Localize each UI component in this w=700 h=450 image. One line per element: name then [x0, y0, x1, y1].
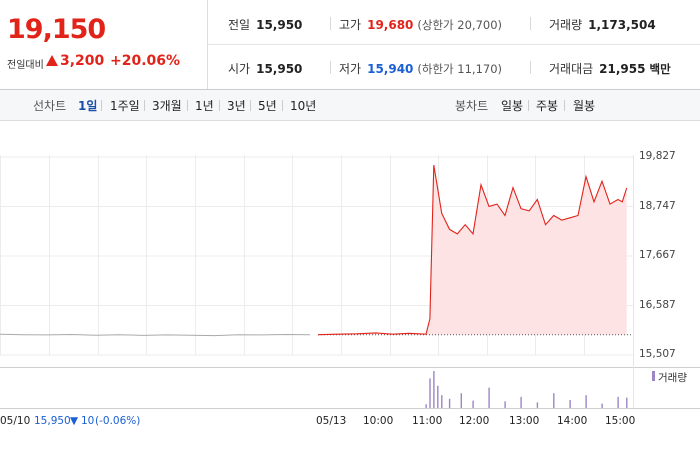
x-tick-label: 11:00 [412, 415, 443, 427]
period-3y-button[interactable]: 3년 [227, 99, 246, 113]
volume-bar [585, 395, 587, 408]
series-line-today [317, 165, 628, 336]
period-1w-button[interactable]: 1주일 [110, 99, 140, 113]
x-tick-label: 14:00 [557, 415, 588, 427]
volume-bar [472, 400, 474, 408]
y-tick-label: 18,747 [639, 199, 676, 212]
volume-bar [617, 396, 619, 408]
price-chart [0, 155, 700, 409]
y-tick-label: 16,587 [639, 298, 676, 311]
quote-header: 19,150 전일대비 3,200 +20.06% 전일 15,950 고가 19,… [0, 0, 700, 90]
volume-bar [429, 378, 431, 408]
volume-legend-swatch [652, 371, 655, 381]
change-label: 전일대비 [7, 60, 44, 71]
volume-bar [441, 395, 443, 408]
volume-bar [601, 403, 603, 408]
header-bottom-border [0, 89, 700, 90]
candle-weekly-button[interactable]: 주봉 [536, 99, 559, 113]
x-tick-label: 10:00 [363, 415, 394, 427]
prev-day-close: 15,950 [34, 415, 71, 427]
divider [530, 61, 531, 74]
prev-day-change-pct: (-0.06%) [95, 415, 141, 427]
divider [101, 100, 102, 111]
volume-bar [425, 404, 427, 408]
stat-low: 저가 15,940 (하한가 11,170) [339, 62, 503, 76]
volume-legend-label: 거래량 [658, 372, 687, 384]
volume-bar [626, 397, 628, 408]
divider [564, 100, 565, 111]
volume-bar [460, 393, 462, 408]
x-tick-label: 05/13 [316, 415, 347, 427]
current-price: 19,150 [7, 14, 106, 45]
volume-bar [504, 401, 506, 408]
stats-row-divider [208, 44, 700, 45]
divider [528, 100, 529, 111]
series-area-today [318, 165, 627, 335]
prev-day-down-arrow-icon: ▼ [70, 415, 79, 427]
x-tick-label: 12:00 [459, 415, 490, 427]
x-tick-label: 15:00 [605, 415, 636, 427]
stat-volume: 거래량 1,173,504 [549, 18, 656, 32]
volume-bar [569, 399, 571, 408]
stat-high: 고가 19,680 (상한가 20,700) [339, 18, 503, 32]
divider [219, 100, 220, 111]
volume-bar [488, 387, 490, 408]
divider [144, 100, 145, 111]
series-line-prev-day [0, 333, 311, 337]
period-3m-button[interactable]: 3개월 [152, 99, 182, 113]
volume-bar [433, 371, 435, 408]
y-tick-label: 15,507 [639, 348, 676, 360]
up-triangle-icon [46, 55, 58, 66]
candle-chart-label: 봉차트 [455, 99, 489, 113]
change-value: 3,200 [60, 53, 105, 69]
stat-open: 시가 15,950 [228, 62, 303, 76]
price-area [318, 165, 627, 335]
y-tick-label: 19,827 [639, 150, 676, 162]
x-tick-label: 05/10 [0, 415, 31, 427]
x-tick-label: 13:00 [509, 415, 540, 427]
price-box: 19,150 전일대비 3,200 +20.06% [0, 0, 208, 89]
period-selector: 선차트 1일 1주일 3개월 1년 3년 5년 10년 봉차트 일봉 주봉 월봉 [0, 90, 700, 121]
prev-day-change: 10 [81, 415, 95, 427]
volume-bars [425, 371, 628, 409]
period-5y-button[interactable]: 5년 [258, 99, 277, 113]
divider [250, 100, 251, 111]
price-lines [0, 165, 631, 337]
stat-amount: 거래대금 21,955 백만 [549, 62, 671, 76]
volume-bar [520, 396, 522, 408]
y-tick-label: 17,667 [639, 249, 676, 261]
candle-monthly-button[interactable]: 월봉 [573, 99, 596, 113]
stat-prev-close: 전일 15,950 [228, 18, 303, 32]
divider [330, 61, 331, 74]
volume-bar [448, 398, 451, 409]
volume-bar [536, 402, 539, 408]
divider [530, 17, 531, 30]
period-10y-button[interactable]: 10년 [290, 99, 317, 113]
volume-bar [437, 385, 439, 408]
change-percent: +20.06% [110, 53, 181, 69]
line-chart-label: 선차트 [33, 99, 67, 113]
volume-bar [553, 393, 555, 408]
candle-daily-button[interactable]: 일봉 [501, 99, 524, 113]
period-1y-button[interactable]: 1년 [195, 99, 214, 113]
period-1d-button[interactable]: 1일 [78, 99, 98, 113]
divider [330, 17, 331, 30]
divider [187, 100, 188, 111]
divider [282, 100, 283, 111]
